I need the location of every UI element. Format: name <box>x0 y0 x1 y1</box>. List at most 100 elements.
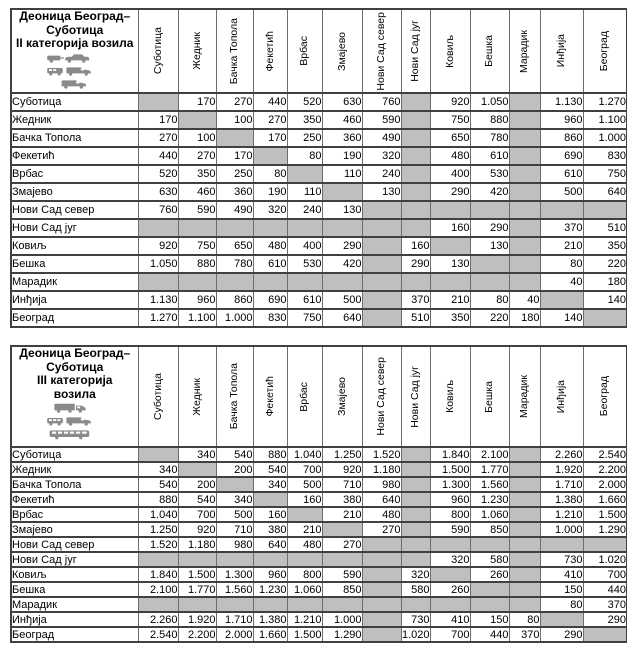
fare-cell: 440 <box>469 626 510 643</box>
fare-cell: 1.710 <box>539 476 584 493</box>
fare-cell: 1.250 <box>321 446 363 463</box>
fare-cell: 610 <box>286 290 323 310</box>
fare-cell: 760 <box>361 92 402 112</box>
fare-cell: 240 <box>361 164 402 184</box>
fare-cell: 320 <box>400 566 431 583</box>
fare-cell: 80 <box>508 611 541 628</box>
fare-cell: 640 <box>582 182 627 202</box>
column-header-label: Инђија <box>555 379 567 414</box>
fare-row: Инђија 1.130 960 860 690 610 500 370 210 80 40 140 <box>10 290 627 310</box>
fare-cell: 1.230 <box>469 491 510 508</box>
fare-cell: 2.200 <box>177 626 217 643</box>
fare-cell: 200 <box>215 461 254 478</box>
fare-cell: 260 <box>469 566 510 583</box>
header-row: Деоница Београд– Суботица II категорија во… <box>10 8 627 94</box>
fare-cell: 830 <box>252 308 288 328</box>
fare-cell: 270 <box>215 92 254 112</box>
fare-cell: 480 <box>286 536 323 553</box>
fare-cell: 1.130 <box>137 290 179 310</box>
table-title-line: Суботица <box>46 359 104 374</box>
fare-row: Суботица 340 540 880 1.040 1.250 1.520 1.840 2.1… <box>10 446 627 463</box>
row-label: Београд <box>10 626 139 643</box>
fare-cell: 920 <box>429 92 471 112</box>
fare-cell: 1.920 <box>177 611 217 628</box>
fare-cell: 1.180 <box>361 461 402 478</box>
toll-price-document: Деоница Београд– Суботица II категорија во… <box>10 8 627 643</box>
truck-icon <box>46 402 104 414</box>
fare-cell: 1.290 <box>321 626 363 643</box>
shaded-cell <box>177 110 217 130</box>
row-label: Жедник <box>10 110 139 130</box>
table-title-line: Деоница Београд– <box>19 9 131 23</box>
fare-cell: 1.040 <box>137 506 179 523</box>
fare-cell: 290 <box>469 218 510 238</box>
header-row: Деоница Београд– Суботица III категорија во… <box>10 345 627 448</box>
fare-cell: 170 <box>137 110 179 130</box>
fare-cell: 730 <box>539 551 584 568</box>
column-header-label: Београд <box>598 376 611 417</box>
fare-cell: 610 <box>252 254 288 274</box>
row-label: Фекетић <box>10 491 139 508</box>
fare-cell: 880 <box>137 491 179 508</box>
table-title-line: II категорија возила <box>16 36 134 50</box>
fare-cell: 100 <box>177 128 217 148</box>
column-header-label: Марадик <box>518 29 530 73</box>
column-header-label: Ковиљ <box>443 34 456 68</box>
shaded-cell <box>137 92 179 112</box>
column-header: Бешка <box>469 345 510 448</box>
fare-row: Нови Сад север 760 590 490 320 240 130 <box>10 200 627 220</box>
shaded-cell <box>400 146 431 166</box>
fare-cell: 420 <box>469 182 510 202</box>
fare-cell: 960 <box>177 290 217 310</box>
fare-cell: 370 <box>400 290 431 310</box>
shaded-cell <box>400 92 431 112</box>
shaded-cell <box>361 626 402 643</box>
fare-cell: 800 <box>429 506 471 523</box>
fare-cell: 1.500 <box>582 506 627 523</box>
fare-row: Фекетић 880 540 340 160 380 640 960 1.230 1.380 1.… <box>10 491 627 508</box>
fare-row: Жедник 170 100 270 350 460 590 750 880 960 1.100 <box>10 110 627 130</box>
fare-cell: 40 <box>539 272 584 292</box>
fare-cell: 190 <box>321 146 363 166</box>
fare-cell: 1.230 <box>252 581 288 598</box>
fare-cell: 540 <box>215 446 254 463</box>
shaded-cell <box>400 200 431 220</box>
fare-cell: 500 <box>215 506 254 523</box>
fare-cell: 540 <box>252 461 288 478</box>
fare-cell: 110 <box>286 182 323 202</box>
fare-row: Нови Сад север 1.520 1.180 980 640 480 270 <box>10 536 627 553</box>
shaded-cell <box>508 581 541 598</box>
shaded-cell <box>361 536 402 553</box>
fare-cell: 210 <box>321 506 363 523</box>
fare-cell: 760 <box>137 200 179 220</box>
fare-cell: 1.520 <box>361 446 402 463</box>
fare-cell: 610 <box>539 164 584 184</box>
fare-cell: 170 <box>252 128 288 148</box>
shaded-cell <box>469 254 510 274</box>
shaded-cell <box>400 521 431 538</box>
row-label: Фекетић <box>10 146 139 166</box>
row-label: Нови Сад југ <box>10 218 139 238</box>
shaded-cell <box>508 596 541 613</box>
column-header: Бешка <box>469 8 510 94</box>
fare-cell: 1.770 <box>177 581 217 598</box>
fare-cell: 1.560 <box>215 581 254 598</box>
fare-cell: 180 <box>508 308 541 328</box>
fare-cell: 1.000 <box>215 308 254 328</box>
column-header-label: Врбас <box>298 36 310 66</box>
shaded-cell <box>469 536 510 553</box>
fare-cell: 340 <box>215 491 254 508</box>
column-header: Врбас <box>286 345 323 448</box>
column-header-label: Бачка Топола <box>228 363 240 430</box>
fare-cell: 140 <box>582 290 627 310</box>
fare-cell: 200 <box>177 476 217 493</box>
fare-cell: 540 <box>137 476 179 493</box>
column-header: Бачка Топола <box>215 8 254 94</box>
shaded-cell <box>582 536 627 553</box>
fare-cell: 980 <box>361 476 402 493</box>
column-header-label: Нови Сад север <box>375 11 387 91</box>
fare-cell: 690 <box>252 290 288 310</box>
fare-cell: 2.100 <box>137 581 179 598</box>
fare-cell: 780 <box>215 254 254 274</box>
shaded-cell <box>582 626 627 643</box>
